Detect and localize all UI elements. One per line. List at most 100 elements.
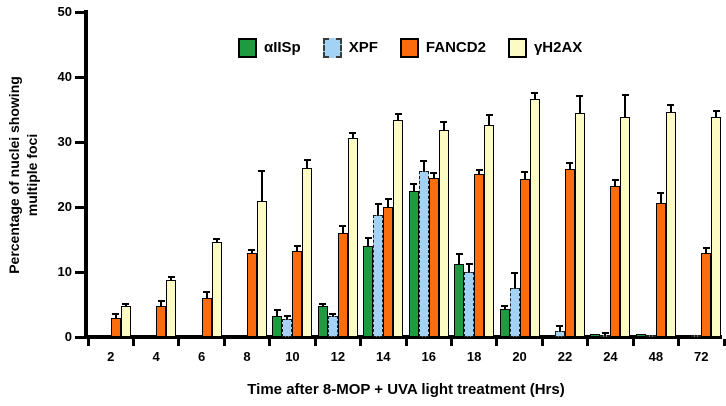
x-tick-label-4: 4 bbox=[152, 349, 160, 364]
bar-γH2AX-14hr bbox=[393, 119, 404, 337]
bar-FANCD2-12hr bbox=[337, 233, 348, 337]
error-bar bbox=[523, 171, 526, 180]
y-tick-30 bbox=[75, 140, 84, 144]
error-bar-cap bbox=[213, 237, 221, 240]
error-bar-cap bbox=[364, 237, 372, 240]
x-tick bbox=[222, 339, 226, 346]
error-bar bbox=[296, 246, 299, 251]
error-bar bbox=[432, 172, 435, 178]
bar-αIISp-24hr bbox=[590, 334, 601, 337]
error-bar-cap bbox=[566, 162, 574, 165]
error-bar-cap bbox=[621, 94, 629, 97]
error-bar bbox=[624, 95, 627, 117]
bar-group-48hr bbox=[633, 12, 678, 337]
bar-FANCD2-48hr bbox=[655, 203, 666, 337]
error-bar-cap bbox=[374, 203, 382, 206]
x-tick bbox=[677, 339, 681, 346]
bar-αIISp-48hr bbox=[635, 333, 646, 337]
bar-group-6hr bbox=[179, 12, 224, 337]
bar-γH2AX-24hr bbox=[620, 116, 631, 337]
gh2ax-swatch-icon bbox=[507, 38, 527, 58]
bar-group-16hr bbox=[406, 12, 451, 337]
bar-γH2AX-8hr bbox=[256, 200, 267, 337]
y-tick-label-30: 30 bbox=[57, 134, 72, 149]
error-bar bbox=[503, 305, 506, 310]
error-bar bbox=[558, 325, 561, 331]
x-tick-label-24: 24 bbox=[603, 349, 618, 364]
error-bar-cap bbox=[657, 191, 665, 194]
bar-FANCD2-16hr bbox=[428, 177, 439, 337]
fancd2-swatch-icon bbox=[399, 38, 419, 58]
legend-item-fancd2: FANCD2 bbox=[399, 38, 486, 58]
error-bar-cap bbox=[440, 120, 448, 123]
x-tick-label-2: 2 bbox=[107, 349, 115, 364]
error-bar bbox=[124, 303, 127, 307]
x-tick bbox=[449, 339, 453, 346]
error-bar-cap bbox=[157, 299, 165, 302]
error-bar bbox=[377, 204, 380, 215]
bar-γH2AX-10hr bbox=[302, 168, 313, 337]
error-bar bbox=[458, 253, 461, 265]
bar-FANCD2-18hr bbox=[474, 173, 485, 337]
error-bar bbox=[659, 192, 662, 204]
error-bar-cap bbox=[293, 245, 301, 247]
error-bar bbox=[412, 184, 415, 191]
error-bar-cap bbox=[511, 272, 519, 275]
bar-group-2hr bbox=[88, 12, 133, 337]
y-tick-50 bbox=[75, 10, 84, 14]
bar-group-4hr bbox=[133, 12, 178, 337]
bar-FANCD2-24hr bbox=[610, 185, 621, 337]
error-bar bbox=[286, 316, 289, 320]
bar-γH2AX-16hr bbox=[438, 129, 449, 337]
bar-γH2AX-2hr bbox=[120, 306, 131, 337]
bar-XPF-72hr bbox=[691, 335, 702, 337]
y-tick-label-50: 50 bbox=[57, 4, 72, 19]
error-bar bbox=[321, 303, 324, 307]
bar-group-20hr bbox=[497, 12, 542, 337]
bar-XPF-20hr bbox=[509, 288, 520, 337]
error-bar-cap bbox=[122, 302, 130, 305]
x-tick-label-72: 72 bbox=[694, 349, 709, 364]
x-tick bbox=[722, 339, 726, 346]
y-tick-label-10: 10 bbox=[57, 264, 72, 279]
bar-αIISp-18hr bbox=[454, 264, 465, 337]
error-bar bbox=[306, 159, 309, 168]
error-bar-cap bbox=[667, 103, 675, 106]
error-bar bbox=[170, 277, 173, 281]
x-tick bbox=[540, 339, 544, 346]
error-bar-cap bbox=[420, 159, 428, 162]
x-tick-label-8: 8 bbox=[243, 349, 251, 364]
error-bar-cap bbox=[601, 332, 609, 335]
error-bar bbox=[669, 104, 672, 113]
legend-item-gh2ax: γH2AX bbox=[507, 38, 582, 58]
bar-γH2AX-12hr bbox=[347, 138, 358, 337]
bar-FANCD2-2hr bbox=[110, 317, 121, 337]
bar-XPF-48hr bbox=[645, 335, 656, 337]
y-axis-line bbox=[84, 10, 88, 339]
y-axis-title: Percentage of nuclei showing multiple fo… bbox=[5, 5, 43, 345]
legend-item-aiisp: αIISp bbox=[238, 38, 301, 58]
error-bar-cap bbox=[349, 131, 357, 134]
bar-XPF-10hr bbox=[282, 319, 293, 337]
bar-group-18hr bbox=[451, 12, 496, 337]
bar-XPF-14hr bbox=[373, 214, 384, 337]
error-bar bbox=[215, 238, 218, 243]
error-bar bbox=[705, 247, 708, 253]
bar-γH2AX-48hr bbox=[665, 112, 676, 337]
error-bar-cap bbox=[167, 276, 175, 279]
error-bar bbox=[250, 249, 253, 254]
error-bar bbox=[568, 163, 571, 170]
error-bar bbox=[478, 169, 481, 174]
error-bar-cap bbox=[203, 291, 211, 294]
error-bar bbox=[160, 300, 163, 307]
error-bar-cap bbox=[384, 197, 392, 200]
x-tick bbox=[359, 339, 363, 346]
x-tick-label-12: 12 bbox=[330, 349, 346, 364]
error-bar-cap bbox=[339, 224, 347, 227]
x-tick bbox=[495, 339, 499, 346]
error-bar-cap bbox=[455, 252, 463, 255]
y-tick-0 bbox=[75, 335, 84, 339]
error-bar-cap bbox=[283, 315, 291, 318]
x-tick-label-10: 10 bbox=[285, 349, 300, 364]
bar-XPF-18hr bbox=[464, 272, 475, 337]
